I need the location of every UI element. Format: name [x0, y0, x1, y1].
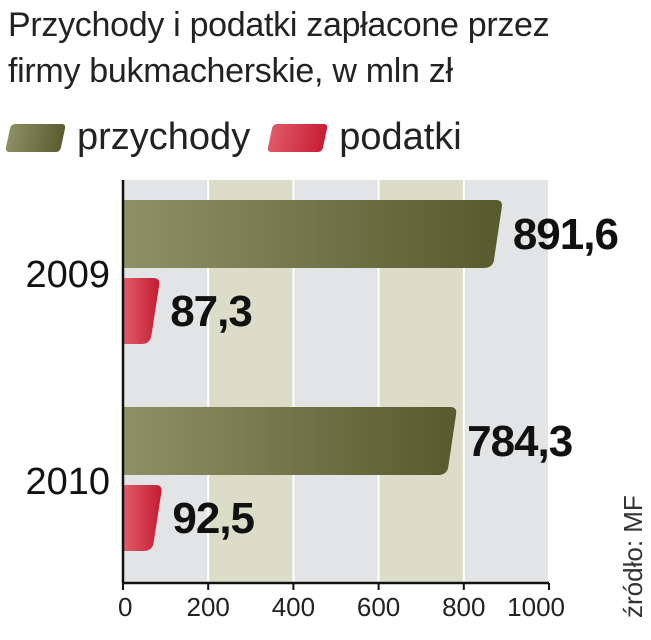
- x-tick-label: 1000: [507, 592, 565, 622]
- data-label-podatki-2009: 87,3: [170, 287, 252, 336]
- x-tick-label: 200: [187, 592, 230, 622]
- bar-przychody-2009: [123, 200, 502, 268]
- category-label-2010: 2010: [25, 461, 110, 503]
- legend-label-przychody: przychody: [77, 116, 251, 158]
- legend: przychody podatki: [5, 116, 482, 159]
- legend-item-podatki: podatki: [267, 116, 462, 159]
- chart-title: Przychody i podatki zapłacone przez firm…: [8, 2, 550, 94]
- bar-podatki-2009: [123, 278, 160, 344]
- x-tick-label: 800: [442, 592, 485, 622]
- bar-przychody-2010: [123, 407, 457, 475]
- category-label-2009: 2009: [25, 254, 110, 296]
- source-note: źródło: MF: [618, 495, 648, 618]
- x-tick-label: 0: [118, 592, 132, 622]
- data-label-przychody-2010: 784,3: [467, 417, 572, 466]
- bar-podatki-2010: [123, 485, 162, 551]
- data-label-podatki-2010: 92,5: [172, 494, 254, 543]
- x-tick-label: 400: [272, 592, 315, 622]
- legend-item-przychody: przychody: [5, 116, 251, 159]
- chart-title-line2: firmy bukmacherskie, w mln zł: [8, 52, 453, 90]
- x-tick-label: 600: [357, 592, 400, 622]
- legend-label-podatki: podatki: [339, 116, 462, 158]
- chart-title-line1: Przychody i podatki zapłacone przez: [8, 6, 550, 44]
- data-label-przychody-2009: 891,6: [513, 210, 618, 259]
